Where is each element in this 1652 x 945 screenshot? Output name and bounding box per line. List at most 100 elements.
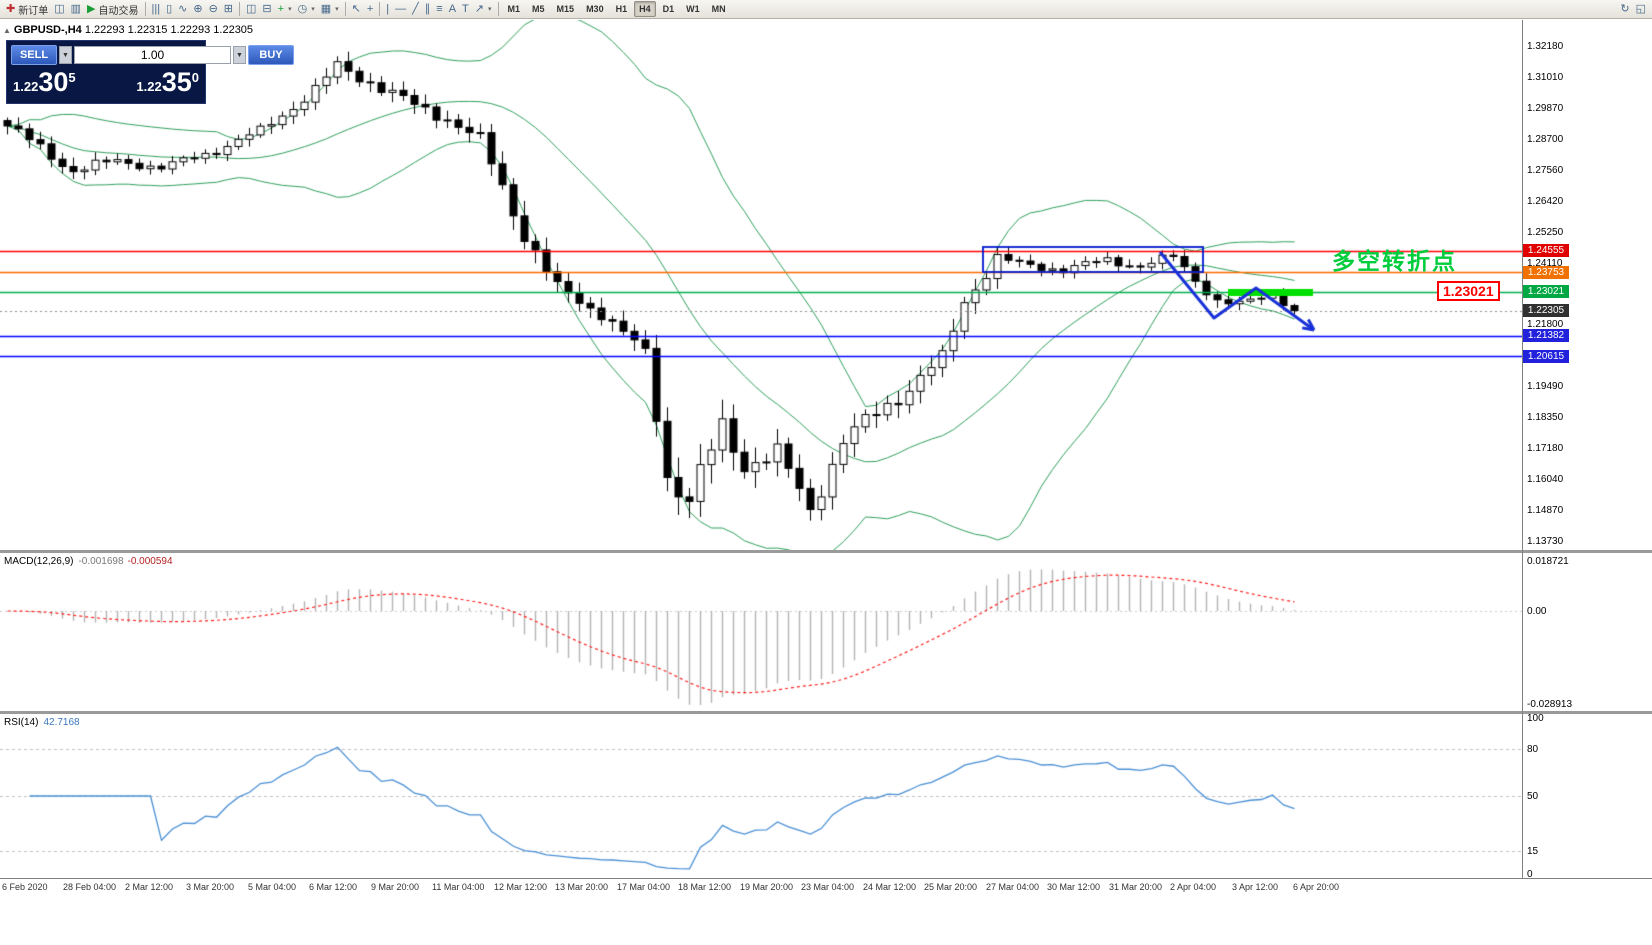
time-tick: 25 Mar 20:00 [924, 882, 978, 892]
rsi-canvas[interactable] [0, 714, 1522, 878]
volume-input[interactable] [74, 46, 231, 64]
price-tick: 1.28700 [1527, 134, 1564, 145]
main-chart-canvas[interactable] [0, 20, 1522, 550]
dock-icon[interactable]: ◱ [1633, 1, 1649, 17]
time-tick: 5 Mar 04:00 [248, 882, 297, 892]
timeframe-m15[interactable]: M15 [556, 4, 575, 14]
fibonacci-icon[interactable]: ≡ [433, 1, 445, 17]
templates-icon[interactable]: ▦ ▾ [318, 1, 342, 17]
price-tick: 1.14870 [1527, 505, 1564, 516]
sell-price: 1.22305 [13, 67, 76, 97]
timeframe-mn[interactable]: MN [711, 4, 726, 14]
indicators-icon-dropdown[interactable]: ▾ [288, 6, 292, 13]
price-axis-border [1522, 20, 1523, 878]
buy-button[interactable]: BUY [248, 45, 294, 65]
macd-panel-separator[interactable] [0, 550, 1652, 553]
charts-menu-icon: ◫ [54, 3, 65, 15]
line-chart-type-icon[interactable]: ∿ [175, 1, 190, 17]
chart-shift-icon[interactable]: ↻ [1617, 1, 1632, 17]
fibonacci-icon: ≡ [436, 3, 443, 15]
label-icon[interactable]: T [459, 1, 472, 17]
buy-price: 1.22350 [136, 67, 199, 97]
candlestick-type-icon[interactable]: ▯ [163, 1, 175, 17]
timeframe-m1[interactable]: M1 [507, 4, 521, 14]
cascade-windows-icon: ⊟ [262, 3, 272, 15]
label-icon: T [462, 3, 469, 15]
autotrading-button[interactable]: ▶ 自动交易 [84, 1, 141, 17]
horizontal-line-icon[interactable]: — [392, 1, 409, 17]
rsi-axis-tick: 50 [1527, 791, 1539, 802]
zoom-out-icon[interactable]: ⊖ [206, 1, 221, 17]
crosshair-icon: + [366, 3, 374, 15]
time-tick: 9 Mar 20:00 [371, 882, 420, 892]
rsi-panel-separator[interactable] [0, 711, 1652, 714]
time-axis-border [0, 878, 1652, 879]
market-watch-icon: ▥ [70, 3, 82, 15]
toolbar: ✚ 新订单 ◫ ▥ ▶ 自动交易 ||| ▯ ∿ ⊕ ⊖ ⊞ ◫ ⊟ + ▾ ◷ ▾ ▦ ▾ ↖ + | — ╱ ∥ ≡ A T ↗ ▾ M… [0, 0, 1652, 19]
time-tick: 2 Apr 04:00 [1170, 882, 1217, 892]
macd-axis-tick: 0.018721 [1527, 556, 1569, 567]
templates-icon-dropdown[interactable]: ▾ [335, 6, 339, 13]
bar-chart-type-icon: ||| [151, 3, 161, 15]
vertical-line-icon[interactable]: | [383, 1, 392, 17]
price-level-badge: 1.22305 [1523, 304, 1569, 317]
timeframe-m5[interactable]: M5 [532, 4, 545, 14]
time-tick: 24 Mar 12:00 [863, 882, 917, 892]
periods-icon-dropdown[interactable]: ▾ [311, 6, 315, 13]
shapes-icon[interactable]: ↗ ▾ [472, 1, 495, 17]
one-click-trading-panel: SELL ▼ ▼ BUY 1.22305 1.22350 [6, 40, 294, 104]
price-level-badge: 1.21382 [1523, 329, 1569, 342]
charts-menu-icon[interactable]: ◫ [51, 1, 67, 17]
time-tick: 17 Mar 04:00 [617, 882, 671, 892]
price-tick: 1.32180 [1527, 41, 1564, 52]
timeframe-w1[interactable]: W1 [686, 4, 700, 14]
turning-point-annotation[interactable]: 多空转折点 [1332, 248, 1457, 274]
time-tick: 23 Mar 04:00 [801, 882, 855, 892]
cursor-icon[interactable]: ↖ [349, 1, 364, 17]
time-tick: 31 Mar 20:00 [1109, 882, 1163, 892]
timeframe-toolbar: M1 M5 M15 M30 H1 H4 D1 W1 MN [502, 1, 732, 17]
bar-chart-type-icon[interactable]: ||| [149, 1, 164, 17]
timeframe-h1[interactable]: H1 [615, 4, 628, 14]
toolbar-separator [379, 2, 381, 16]
timeframe-h4[interactable]: H4 [634, 1, 656, 17]
zoom-in-icon[interactable]: ⊕ [190, 1, 205, 17]
rsi-axis-tick: 0 [1527, 869, 1533, 880]
autotrading-button-icon: ▶ [87, 3, 96, 15]
market-watch-icon[interactable]: ▥ [68, 1, 84, 17]
price-tick: 1.19490 [1527, 381, 1564, 392]
timeframe-d1[interactable]: D1 [662, 4, 675, 14]
text-icon[interactable]: A [446, 1, 459, 17]
buy-options-dropdown-icon[interactable]: ▼ [233, 46, 246, 64]
time-tick: 27 Mar 04:00 [986, 882, 1040, 892]
grid-icon[interactable]: ⊞ [221, 1, 236, 17]
ohlc-values: 1.22293 1.22315 1.22293 1.22305 [84, 24, 254, 36]
cascade-windows-icon[interactable]: ⊟ [259, 1, 274, 17]
sell-button[interactable]: SELL [11, 45, 57, 65]
new-order-button-label: 新订单 [18, 5, 49, 17]
indicators-icon[interactable]: + ▾ [275, 1, 295, 17]
grid-icon: ⊞ [223, 3, 234, 15]
time-tick: 3 Apr 12:00 [1232, 882, 1279, 892]
shapes-icon-dropdown[interactable]: ▾ [488, 6, 492, 13]
time-tick: 13 Mar 20:00 [555, 882, 609, 892]
toolbar-separator [144, 2, 146, 16]
zoom-out-icon: ⊖ [208, 3, 218, 15]
crosshair-icon[interactable]: + [364, 1, 376, 17]
candlestick-type-icon: ▯ [166, 3, 173, 15]
macd-canvas[interactable] [0, 553, 1522, 711]
price-tick: 1.18350 [1527, 412, 1564, 423]
cursor-icon: ↖ [351, 3, 361, 15]
timeframe-m30[interactable]: M30 [586, 4, 604, 14]
sell-options-dropdown-icon[interactable]: ▼ [59, 46, 72, 64]
trendline-icon[interactable]: ╱ [409, 1, 422, 17]
tile-windows-icon[interactable]: ◫ [243, 1, 259, 17]
new-order-button[interactable]: ✚ 新订单 [3, 1, 51, 17]
rsi-axis-tick: 15 [1527, 846, 1539, 857]
channel-icon[interactable]: ∥ [422, 1, 434, 17]
symbol-label: GBPUSD-,H4 [13, 24, 82, 36]
toolbar-right-buttons: ↻ ◱ [1617, 1, 1649, 17]
key-level-price-label[interactable]: 1.23021 [1437, 281, 1500, 301]
collapse-chart-icon[interactable]: ▲ [3, 26, 11, 35]
periods-icon[interactable]: ◷ ▾ [295, 1, 318, 17]
